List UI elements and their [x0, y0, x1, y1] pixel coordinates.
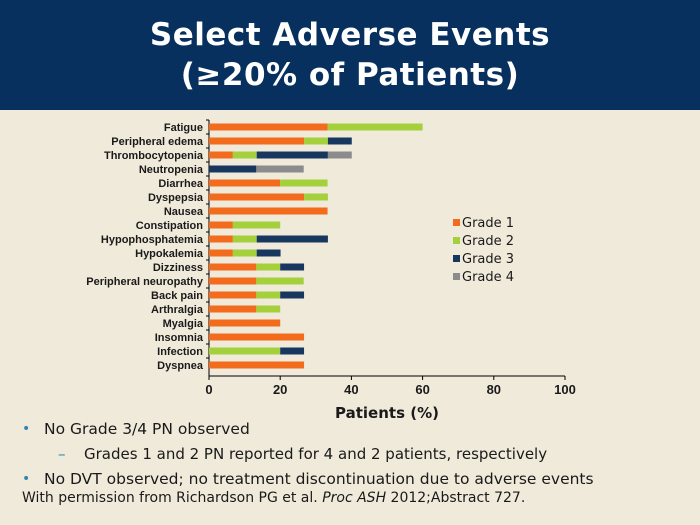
bar-segment — [256, 165, 304, 173]
bullet-item: • No Grade 3/4 PN observed — [22, 418, 692, 440]
bar-segment — [209, 291, 257, 299]
legend-label: Grade 4 — [462, 270, 514, 285]
category-label: Arthralgia — [151, 304, 204, 316]
bar-segment — [304, 137, 328, 145]
x-tick-label: 0 — [205, 382, 212, 397]
bullet-icon: • — [22, 421, 31, 437]
bar-segment — [327, 123, 423, 131]
footnote-journal: Proc ASH — [322, 490, 387, 506]
category-label: Dyspepsia — [148, 192, 204, 204]
legend-label: Grade 3 — [462, 252, 514, 267]
bar-segment — [232, 221, 281, 229]
category-label: Infection — [157, 346, 203, 358]
legend-label: Grade 2 — [462, 234, 514, 249]
bar-segment — [280, 347, 305, 355]
bar-segment — [209, 123, 328, 131]
bullet-text-dvt: No DVT observed; no treatment discontinu… — [44, 470, 594, 488]
category-label: Insomnia — [155, 332, 204, 344]
bar-segment — [209, 263, 257, 271]
x-axis-title: Patients (%) — [335, 404, 439, 420]
bar-segment — [256, 235, 328, 243]
bar-segment — [209, 319, 281, 327]
bullet-list: • No Grade 3/4 PN observed – Grades 1 an… — [22, 418, 692, 493]
bar-segment — [232, 235, 257, 243]
sub-bullet-item: – Grades 1 and 2 PN reported for 4 and 2… — [22, 443, 692, 465]
bar-segment — [209, 193, 305, 201]
x-tick-label: 100 — [554, 382, 576, 397]
bar-segment — [209, 179, 281, 187]
bar-segment — [280, 291, 305, 299]
category-label: Hypophosphatemia — [101, 234, 204, 246]
bar-segment — [256, 305, 281, 313]
title-line-1: Select Adverse Events — [149, 17, 551, 53]
bar-segment — [209, 277, 257, 285]
category-label: Constipation — [136, 220, 203, 232]
sub-bullet-text: Grades 1 and 2 PN reported for 4 and 2 p… — [84, 445, 548, 463]
bar-segment — [209, 347, 281, 355]
bar-segment — [209, 221, 233, 229]
bar-segment — [327, 137, 352, 145]
bar-segment — [209, 249, 233, 257]
category-label: Thrombocytopenia — [104, 150, 204, 162]
x-tick-label: 20 — [273, 382, 287, 397]
category-label: Fatigue — [164, 122, 203, 134]
legend-swatch — [453, 255, 460, 262]
bar-segment — [209, 207, 328, 215]
bar-segment — [256, 249, 281, 257]
category-label: Peripheral neuropathy — [86, 276, 204, 288]
bar-segment — [209, 235, 233, 243]
legend-swatch — [453, 219, 460, 226]
bullet-item: • No DVT observed; no treatment disconti… — [22, 468, 692, 490]
category-label: Diarrhea — [158, 178, 204, 190]
category-label: Dizziness — [153, 262, 203, 274]
bar-segment — [209, 151, 233, 159]
x-tick-label: 80 — [487, 382, 501, 397]
x-tick-label: 40 — [344, 382, 358, 397]
category-label: Dyspnea — [157, 360, 204, 372]
legend-label: Grade 1 — [462, 216, 514, 231]
bar-segment — [256, 151, 328, 159]
footnote: With permission from Richardson PG et al… — [22, 490, 525, 506]
category-label: Hypokalemia — [135, 248, 204, 260]
bar-segment — [280, 179, 328, 187]
bullet-text-pn: No Grade 3/4 PN observed — [44, 420, 250, 438]
bar-segment — [280, 263, 305, 271]
legend-swatch — [453, 273, 460, 280]
bar-segment — [232, 151, 257, 159]
bar-segment — [256, 263, 281, 271]
category-label: Nausea — [164, 206, 204, 218]
footnote-pre: With permission from Richardson PG et al… — [22, 490, 323, 506]
bar-segment — [256, 291, 281, 299]
category-label: Peripheral edema — [111, 136, 204, 148]
bar-segment — [209, 361, 305, 369]
bar-segment — [209, 165, 257, 173]
adverse-events-chart: Fatigue Peripheral edema Thrombocytopenia N… — [86, 119, 576, 420]
bullet-icon: • — [22, 471, 31, 487]
footnote-post: 2012;Abstract 727. — [386, 490, 526, 506]
legend-swatch — [453, 237, 460, 244]
title-banner: Select Adverse Events (≥20% of Patients) — [0, 0, 700, 110]
category-label: Neutropenia — [139, 164, 204, 176]
bar-segment — [209, 137, 305, 145]
bar-segment — [232, 249, 257, 257]
dash-icon: – — [58, 445, 66, 463]
bar-segment — [209, 305, 257, 313]
category-label: Back pain — [151, 290, 203, 302]
bar-segment — [209, 333, 305, 341]
bar-segment — [327, 151, 352, 159]
bar-segment — [256, 277, 304, 285]
category-label: Myalgia — [163, 318, 204, 330]
x-tick-label: 60 — [415, 382, 429, 397]
bar-segment — [304, 193, 328, 201]
title-line-2: (≥20% of Patients) — [180, 57, 520, 93]
